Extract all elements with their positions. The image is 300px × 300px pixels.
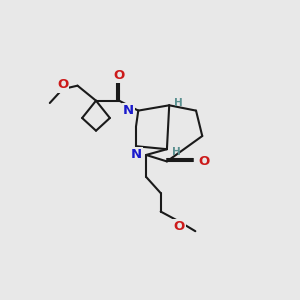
- Text: O: O: [113, 69, 125, 82]
- Text: O: O: [173, 220, 185, 232]
- Text: N: N: [123, 104, 134, 117]
- Text: O: O: [57, 79, 68, 92]
- Text: H: H: [172, 147, 180, 157]
- Text: N: N: [131, 148, 142, 161]
- Text: O: O: [199, 155, 210, 168]
- Text: H: H: [174, 98, 183, 108]
